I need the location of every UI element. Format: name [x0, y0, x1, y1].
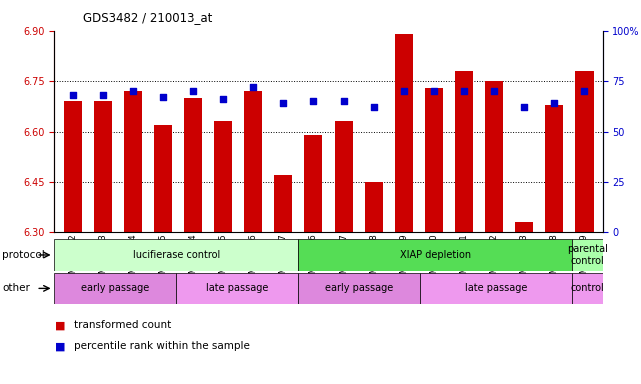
Point [308, 98, 319, 104]
Bar [304, 135, 322, 232]
Bar [94, 101, 112, 232]
Bar [54, 273, 176, 304]
Text: ■: ■ [54, 320, 65, 330]
Point [248, 84, 258, 90]
Text: parental
control: parental control [567, 244, 608, 266]
Point [429, 88, 439, 94]
Bar [154, 125, 172, 232]
Text: XIAP depletion: XIAP depletion [399, 250, 470, 260]
Bar [576, 71, 594, 232]
Point [489, 88, 499, 94]
Point [158, 94, 168, 100]
Point [399, 88, 409, 94]
Text: protocol: protocol [2, 250, 45, 260]
Bar [425, 88, 443, 232]
Text: percentile rank within the sample: percentile rank within the sample [74, 341, 249, 351]
Bar [124, 91, 142, 232]
Text: lucifierase control: lucifierase control [133, 250, 220, 260]
Bar [244, 91, 262, 232]
Text: GDS3482 / 210013_at: GDS3482 / 210013_at [83, 11, 213, 24]
Point [67, 92, 78, 98]
Text: early passage: early passage [81, 283, 149, 293]
Bar [184, 98, 202, 232]
Point [278, 100, 288, 106]
Bar [214, 121, 232, 232]
Point [369, 104, 379, 111]
Point [579, 88, 590, 94]
Text: late passage: late passage [206, 283, 269, 293]
Point [459, 88, 469, 94]
Point [97, 92, 108, 98]
Bar [298, 273, 420, 304]
Bar [176, 273, 298, 304]
Text: transformed count: transformed count [74, 320, 171, 330]
Bar [515, 222, 533, 232]
Point [218, 96, 228, 102]
Bar [420, 273, 572, 304]
Text: late passage: late passage [465, 283, 527, 293]
Bar [395, 34, 413, 232]
Bar [298, 239, 572, 271]
Bar [545, 105, 563, 232]
Bar [274, 175, 292, 232]
Bar [365, 182, 383, 232]
Text: control: control [570, 283, 604, 293]
Point [338, 98, 349, 104]
Bar [572, 239, 603, 271]
Point [188, 88, 198, 94]
Point [549, 100, 560, 106]
Text: other: other [2, 283, 29, 293]
Bar [572, 273, 603, 304]
Bar [63, 101, 81, 232]
Point [128, 88, 138, 94]
Bar [485, 81, 503, 232]
Bar [455, 71, 473, 232]
Bar [335, 121, 353, 232]
Text: early passage: early passage [325, 283, 393, 293]
Text: ■: ■ [54, 341, 65, 351]
Bar [54, 239, 298, 271]
Point [519, 104, 529, 111]
